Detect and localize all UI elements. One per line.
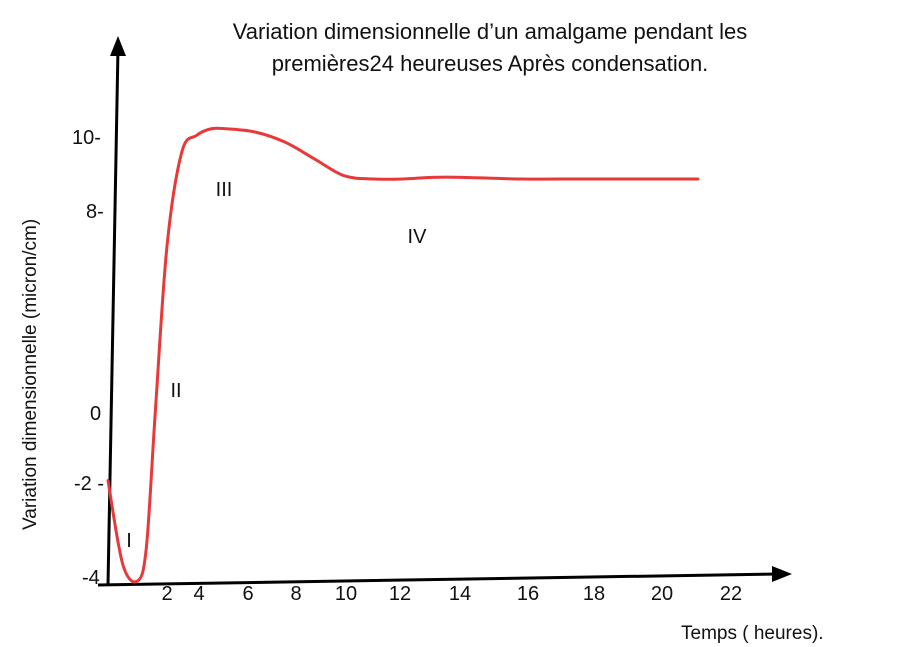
chart-title-line-2: premières24 heureuses Après condensation… [271, 51, 709, 76]
series-line [106, 126, 700, 584]
y-axis-arrow [110, 36, 126, 56]
x-axis-line [97, 572, 779, 587]
y-tick-label: 8- [86, 201, 104, 223]
y-tick-label: 0 [90, 403, 101, 425]
x-tick-label: 2 [161, 583, 172, 605]
x-axis-arrow [772, 566, 792, 582]
x-tick-label: 10 [335, 583, 357, 605]
x-tick-label: 8 [290, 583, 301, 605]
chart-title-line-1: Variation dimensionnelle d’un amalgame p… [232, 19, 748, 44]
region-label: I [126, 530, 132, 552]
x-tick-label: 22 [720, 583, 742, 605]
x-tick-label: 16 [517, 583, 539, 605]
y-tick-label: 10- [72, 127, 101, 149]
region-label: IV [408, 226, 428, 248]
region-label: III [216, 179, 233, 201]
y-tick-label: -4 [82, 567, 100, 589]
x-tick-label: 4 [193, 583, 204, 605]
x-axis-label: Temps ( heures). [681, 623, 824, 644]
x-tick-label: 12 [389, 583, 411, 605]
region-label: II [170, 380, 181, 402]
y-tick-label: -2 - [74, 473, 104, 495]
x-tick-label: 18 [583, 583, 605, 605]
x-tick-label: 6 [242, 583, 253, 605]
x-tick-label: 20 [651, 583, 673, 605]
x-tick-label: 14 [449, 583, 471, 605]
